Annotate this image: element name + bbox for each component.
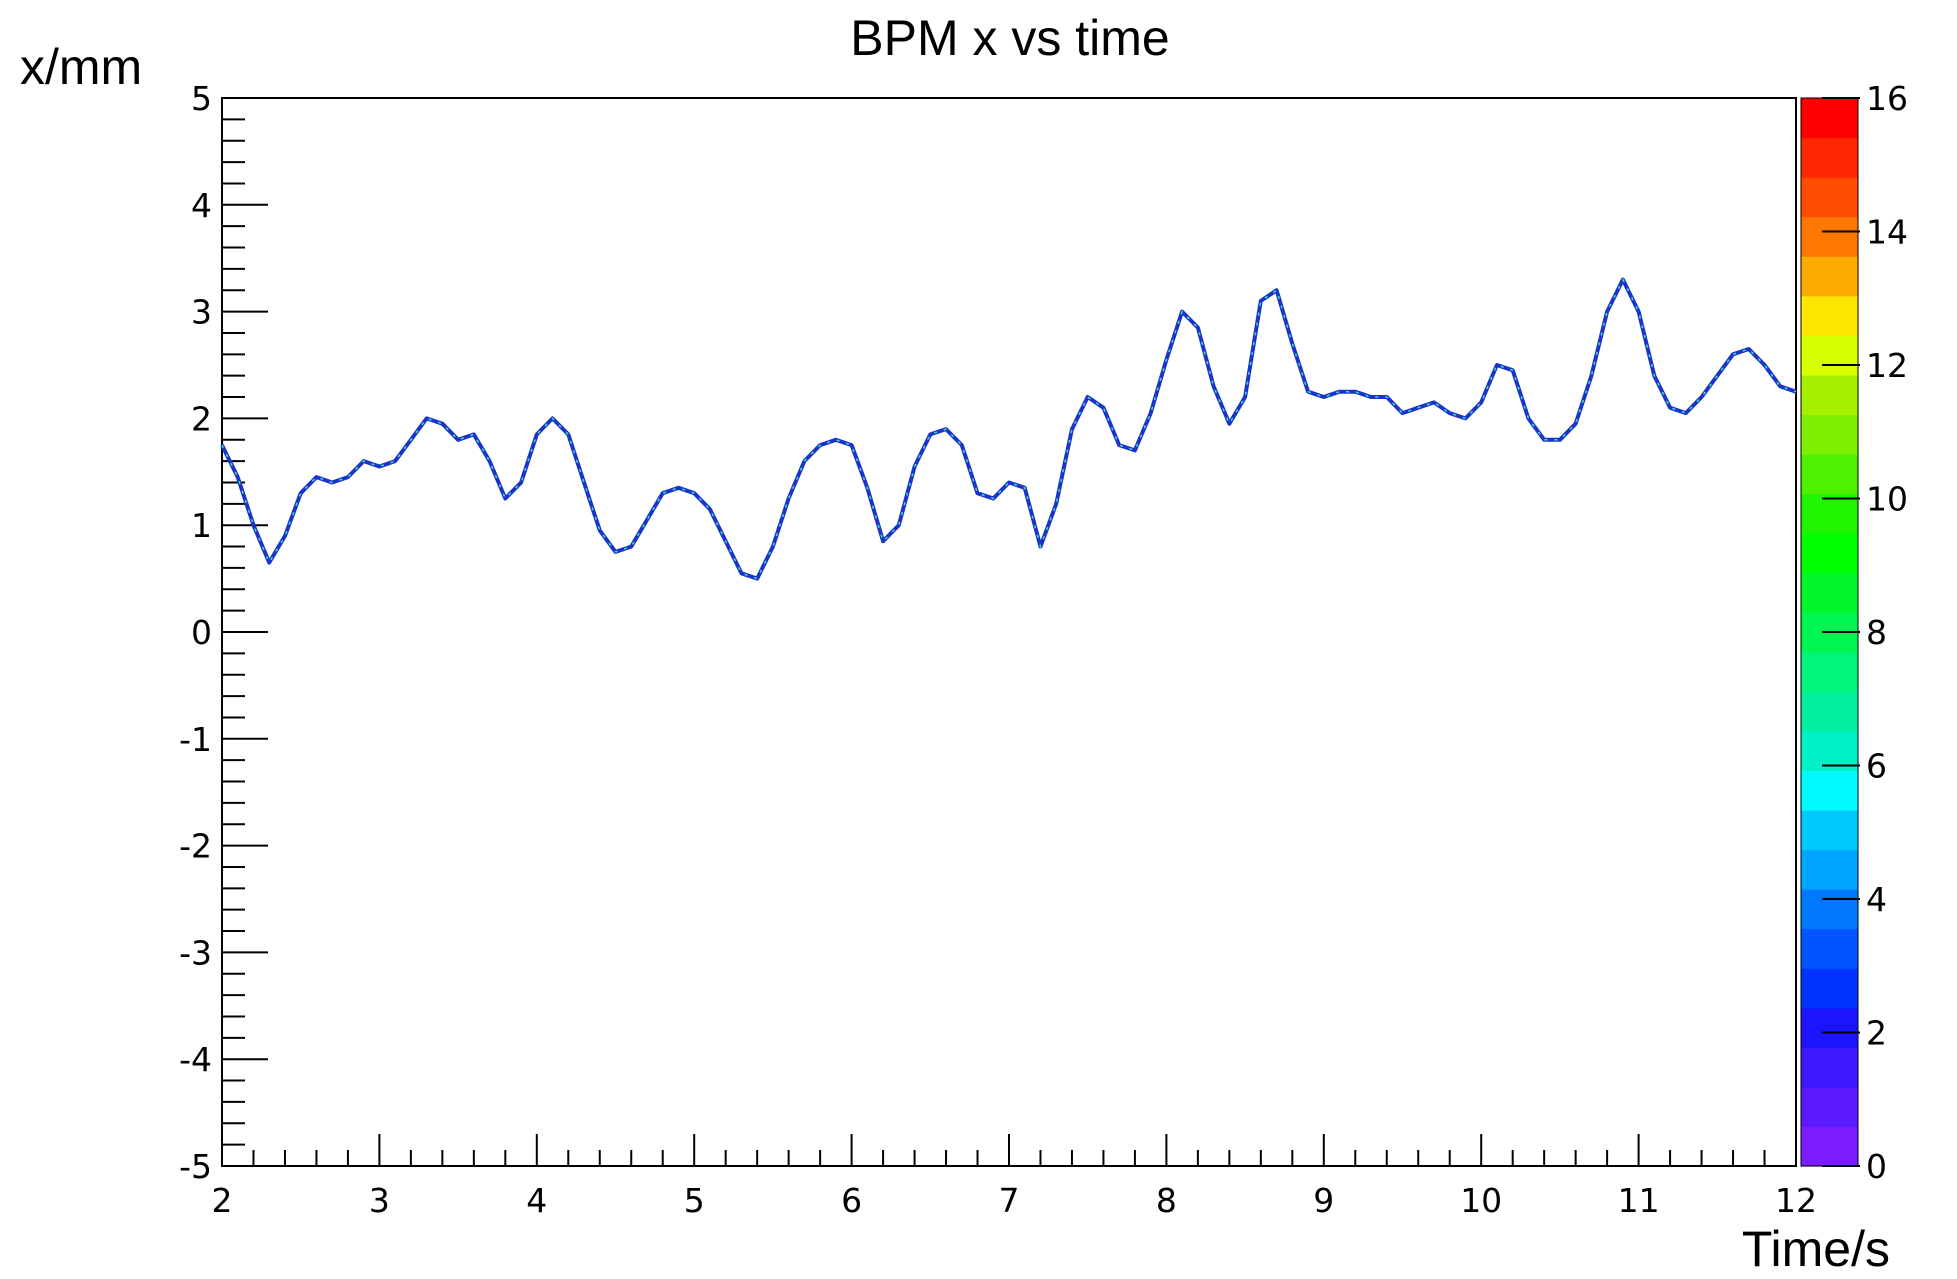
- colorbar-band: [1801, 968, 1858, 1009]
- x-tick-label: 9: [1313, 1181, 1334, 1220]
- colorbar-tick-label: 4: [1866, 880, 1887, 919]
- y-tick-label: 0: [191, 613, 212, 652]
- y-tick-label: 5: [191, 79, 212, 118]
- x-tick-label: 12: [1775, 1181, 1817, 1220]
- y-axis-title: x/mm: [20, 39, 142, 95]
- x-tick-label: 3: [369, 1181, 390, 1220]
- colorbar-band: [1801, 414, 1858, 455]
- colorbar-band: [1801, 98, 1858, 139]
- colorbar-tick-label: 14: [1866, 213, 1908, 252]
- x-axis-tick-labels: 2 3 4 5 6 7 8 9 10 11 12: [212, 1181, 1818, 1220]
- colorbar-band: [1801, 651, 1858, 692]
- colorbar-band: [1801, 335, 1858, 376]
- colorbar-band: [1801, 1126, 1858, 1167]
- colorbar-tick-label: 10: [1866, 480, 1908, 519]
- y-tick-label: -5: [179, 1147, 212, 1186]
- colorbar-band: [1801, 928, 1858, 969]
- colorbar-band: [1801, 256, 1858, 297]
- y-tick-label: 4: [191, 186, 212, 225]
- colorbar-band: [1801, 533, 1858, 574]
- y-tick-label: 3: [191, 293, 212, 332]
- x-tick-label: 10: [1460, 1181, 1502, 1220]
- series-highlight-bpm-x: [221, 277, 1797, 580]
- y-tick-label: -2: [179, 827, 212, 866]
- colorbar-band: [1801, 770, 1858, 811]
- colorbar-tick-label: 8: [1866, 613, 1887, 652]
- x-tick-label: 7: [999, 1181, 1020, 1220]
- colorbar-band: [1801, 454, 1858, 495]
- x-tick-label: 2: [212, 1181, 233, 1220]
- colorbar-band: [1801, 216, 1858, 257]
- y-tick-label: -3: [179, 933, 212, 972]
- y-axis-ticks: [222, 97, 268, 1167]
- colorbar-tick-labels: 0 2 4 6 8 10 12 14 16: [1866, 79, 1908, 1186]
- x-tick-label: 5: [684, 1181, 705, 1220]
- colorbar-tick-label: 6: [1866, 747, 1887, 786]
- colorbar-band: [1801, 177, 1858, 218]
- colorbar-band: [1801, 810, 1858, 851]
- colorbar-band: [1801, 1007, 1858, 1048]
- colorbar-band: [1801, 889, 1858, 930]
- colorbar-band: [1801, 493, 1858, 534]
- y-tick-label: -1: [179, 720, 212, 759]
- colorbar-tick-label: 2: [1866, 1014, 1887, 1053]
- x-tick-label: 6: [841, 1181, 862, 1220]
- y-tick-label: 2: [191, 399, 212, 438]
- colorbar-tick-label: 16: [1866, 79, 1908, 118]
- series-group: [220, 277, 1797, 581]
- x-axis-ticks: [221, 1134, 1797, 1166]
- colorbar-tick-label: 12: [1866, 346, 1908, 385]
- colorbar-band: [1801, 1086, 1858, 1128]
- y-tick-label: -4: [179, 1040, 212, 1079]
- colorbar-band: [1801, 572, 1858, 613]
- colorbar-band: [1801, 730, 1858, 772]
- colorbar-band: [1801, 1047, 1858, 1088]
- colorbar-band: [1801, 691, 1858, 732]
- y-axis-tick-labels: -5 -4 -3 -2 -1 0 1 2 3 4 5: [179, 79, 212, 1186]
- x-tick-label: 8: [1156, 1181, 1177, 1220]
- chart-title: BPM x vs time: [850, 10, 1169, 66]
- x-tick-label: 4: [526, 1181, 547, 1220]
- colorbar-band: [1801, 295, 1858, 336]
- colorbar-band: [1801, 137, 1858, 178]
- colorbar-band: [1801, 849, 1858, 890]
- y-tick-label: 1: [191, 506, 212, 545]
- colorbar-tick-label: 0: [1866, 1147, 1887, 1186]
- colorbar: [1800, 97, 1860, 1167]
- x-tick-label: 11: [1618, 1181, 1660, 1220]
- colorbar-band: [1801, 374, 1858, 416]
- plot-frame: [221, 97, 1797, 1167]
- x-axis-title: Time/s: [1742, 1221, 1890, 1277]
